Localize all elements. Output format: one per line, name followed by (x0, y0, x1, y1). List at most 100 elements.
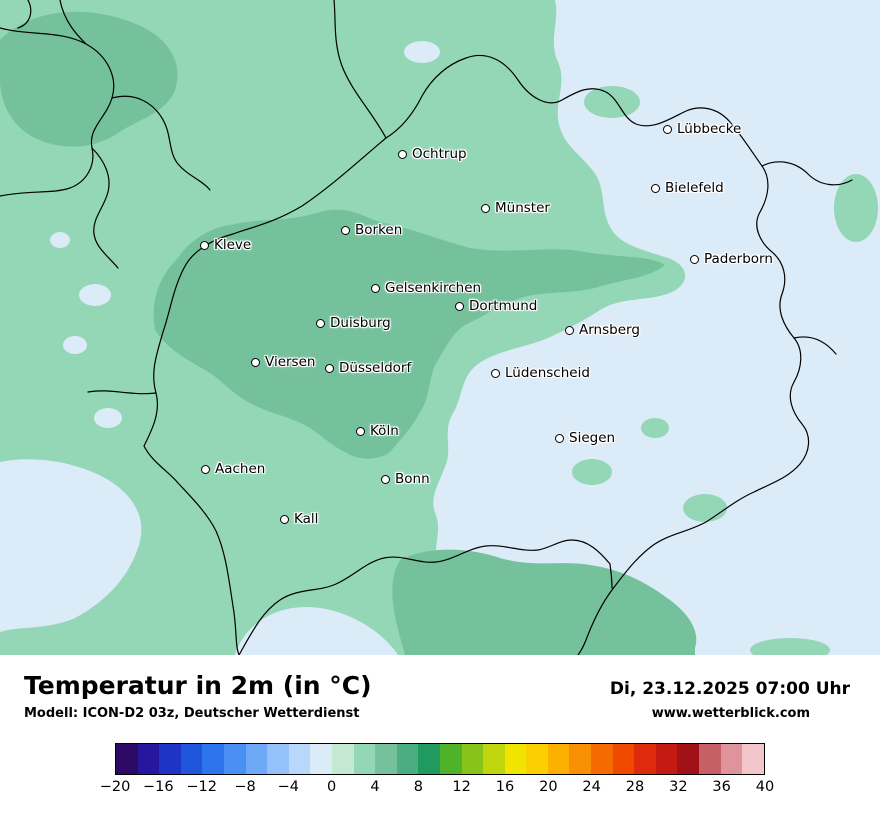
city-label: Lübbecke (677, 121, 742, 137)
city-label: Dortmund (469, 298, 538, 314)
colorbar-segment (137, 744, 160, 774)
colorbar-segment (547, 744, 570, 774)
city-dot-icon (651, 184, 660, 194)
city-dot-icon (491, 369, 500, 379)
border-east-spur-2 (793, 336, 837, 355)
temp-patch-light (572, 459, 612, 485)
colorbar-segment (504, 744, 527, 774)
border-dutch-provinces-2 (59, 0, 87, 45)
colorbar-ticks: −20 −16 −12 −8 −4 0 4 8 12 16 20 24 28 32 36 40 (100, 779, 775, 801)
colorbar-tick: 8 (413, 779, 423, 795)
border-dutch-provinces-1 (0, 27, 115, 197)
colorbar-segment (202, 744, 224, 774)
temp-patch-pale (235, 606, 398, 655)
city-dot-icon (325, 364, 334, 374)
colorbar: −20 −16 −12 −8 −4 0 4 8 12 16 20 24 28 32 36 40 (100, 743, 775, 801)
colorbar-tick: 12 (452, 779, 471, 795)
city-layer: Ochtrup Lübbecke Bielefeld Münster Borken Kle… (200, 121, 773, 527)
city-dot-icon (381, 475, 390, 485)
colorbar-segment (245, 744, 268, 774)
colorbar-tick: 40 (755, 779, 775, 795)
city-marker: Siegen (555, 430, 616, 446)
temp-patch-light (834, 174, 878, 242)
city-label: Paderborn (704, 251, 773, 267)
city-dot-icon (481, 204, 490, 214)
city-label: Köln (370, 423, 399, 439)
colorbar-segment (331, 744, 354, 774)
city-dot-icon (455, 302, 464, 312)
city-dot-icon (398, 150, 407, 160)
city-dot-icon (316, 319, 325, 329)
colorbar-tick: 36 (712, 779, 731, 795)
city-label: Borken (355, 222, 403, 238)
colorbar-tick: −12 (186, 779, 217, 795)
colorbar-segment (267, 744, 289, 774)
colorbar-segment (612, 744, 635, 774)
city-dot-icon (663, 125, 672, 135)
city-label: Duisburg (330, 315, 391, 331)
colorbar-segment (116, 744, 138, 774)
city-label: Lüdenscheid (505, 365, 590, 381)
city-label: Kleve (214, 237, 252, 253)
colorbar-segment (310, 744, 332, 774)
city-label: Arnsberg (579, 322, 640, 338)
border-dutch-provinces-5 (17, 0, 32, 29)
city-label: Münster (495, 200, 550, 216)
temp-region-dark-green-central (153, 209, 665, 459)
city-dot-icon (201, 465, 210, 475)
colorbar-tick: 28 (625, 779, 645, 795)
city-marker: Paderborn (690, 251, 773, 267)
temp-region-dark-green-south (392, 549, 697, 655)
city-label: Kall (294, 511, 319, 527)
colorbar-segment (461, 744, 484, 774)
colorbar-segments (115, 743, 765, 775)
colorbar-segment (159, 744, 181, 774)
border-south (238, 539, 613, 655)
city-marker: Arnsberg (565, 322, 640, 338)
temp-patch-pale (79, 284, 111, 306)
colorbar-tick: −20 (99, 779, 131, 795)
city-marker: Bielefeld (651, 181, 724, 196)
colorbar-tick: 16 (495, 779, 515, 795)
colorbar-segment (439, 744, 462, 774)
colorbar-tick: 20 (539, 779, 558, 795)
city-dot-icon (356, 427, 365, 437)
city-marker: Aachen (201, 462, 265, 477)
border-netherlands-west (143, 137, 387, 655)
colorbar-segment (483, 744, 505, 774)
temp-region-dark-green-nw (0, 11, 178, 147)
city-marker: Kall (280, 511, 319, 527)
temp-patch-pale (50, 232, 70, 248)
colorbar-tick: 24 (582, 779, 601, 795)
temp-patch-pale (94, 408, 122, 428)
colorbar-segment (353, 744, 376, 774)
website-label: www.wetterblick.com (651, 706, 810, 721)
temp-patch-pale (0, 459, 142, 632)
temp-patch-pale (404, 41, 440, 63)
city-marker: Borken (341, 222, 403, 238)
colorbar-tick: −16 (143, 779, 174, 795)
colorbar-segment (699, 744, 721, 774)
city-label: Siegen (569, 430, 616, 446)
footer: Temperatur in 2m (in °C) Di, 23.12.2025 … (0, 655, 880, 830)
colorbar-segment (677, 744, 700, 774)
datetime-label: Di, 23.12.2025 07:00 Uhr (609, 679, 850, 699)
colorbar-segment (223, 744, 246, 774)
colorbar-segment (396, 744, 419, 774)
city-marker: Gelsenkirchen (371, 280, 482, 296)
city-marker: Kleve (200, 237, 252, 253)
colorbar-segment (742, 744, 764, 774)
city-label: Bonn (395, 471, 430, 487)
colorbar-tick: 32 (669, 779, 688, 795)
colorbar-segment (288, 744, 311, 774)
city-label: Ochtrup (412, 146, 467, 162)
temp-patch-pale (63, 336, 87, 354)
weather-map: Ochtrup Lübbecke Bielefeld Münster Borken Kle… (0, 0, 880, 655)
city-marker: Ochtrup (398, 146, 467, 162)
border-east-spur-1 (761, 161, 853, 186)
city-dot-icon (251, 358, 260, 368)
map-canvas (0, 0, 880, 655)
colorbar-segment (526, 744, 548, 774)
city-label: Gelsenkirchen (385, 280, 482, 296)
page-title: Temperatur in 2m (in °C) (24, 671, 372, 700)
